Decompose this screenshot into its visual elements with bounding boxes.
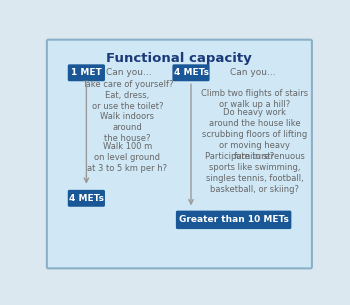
FancyBboxPatch shape bbox=[173, 64, 210, 81]
Text: Walk indoors
around
the house?: Walk indoors around the house? bbox=[100, 112, 154, 143]
Text: Walk 100 m
on level ground
at 3 to 5 km per h?: Walk 100 m on level ground at 3 to 5 km … bbox=[88, 142, 168, 173]
Text: Greater than 10 METs: Greater than 10 METs bbox=[179, 215, 288, 224]
Text: 1 MET: 1 MET bbox=[71, 68, 102, 77]
Text: 4 METs: 4 METs bbox=[69, 194, 104, 203]
FancyBboxPatch shape bbox=[176, 211, 291, 229]
FancyBboxPatch shape bbox=[68, 64, 105, 81]
FancyBboxPatch shape bbox=[68, 190, 105, 207]
Text: Participate in strenuous
sports like swimming,
singles tennis, football,
basketb: Participate in strenuous sports like swi… bbox=[205, 152, 304, 194]
FancyBboxPatch shape bbox=[47, 40, 312, 268]
Text: 4 METs: 4 METs bbox=[174, 68, 209, 77]
Text: Can you...: Can you... bbox=[230, 68, 276, 77]
Text: Do heavy work
around the house like
scrubbing floors of lifting
or moving heavy
: Do heavy work around the house like scru… bbox=[202, 108, 307, 161]
Text: Climb two flights of stairs
or walk up a hill?: Climb two flights of stairs or walk up a… bbox=[201, 89, 308, 109]
Text: Take care of yourself?
Eat, dress,
or use the toilet?: Take care of yourself? Eat, dress, or us… bbox=[82, 80, 173, 112]
Text: Can you...: Can you... bbox=[106, 68, 152, 77]
Text: Functional capacity: Functional capacity bbox=[106, 52, 252, 65]
